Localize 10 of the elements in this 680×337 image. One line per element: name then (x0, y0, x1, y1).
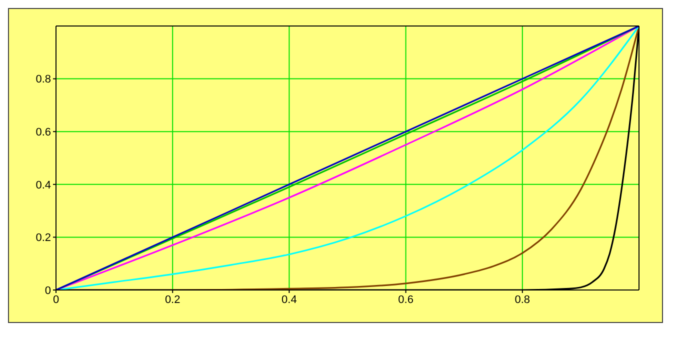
x-tick-label: 0.2 (164, 294, 180, 306)
y-tick-label: 0 (44, 284, 51, 297)
y-tick-label: 0.8 (36, 74, 51, 86)
x-tick-label: 0.4 (282, 294, 297, 306)
x-tick-label: 0.8 (514, 294, 530, 306)
x-tick-label: 0.6 (398, 294, 414, 306)
y-tick-label: 0.2 (36, 232, 51, 244)
y-tick-label: 0.6 (36, 126, 51, 139)
y-tick-label: 0.4 (36, 179, 51, 192)
x-tick-label: 0 (52, 294, 60, 306)
